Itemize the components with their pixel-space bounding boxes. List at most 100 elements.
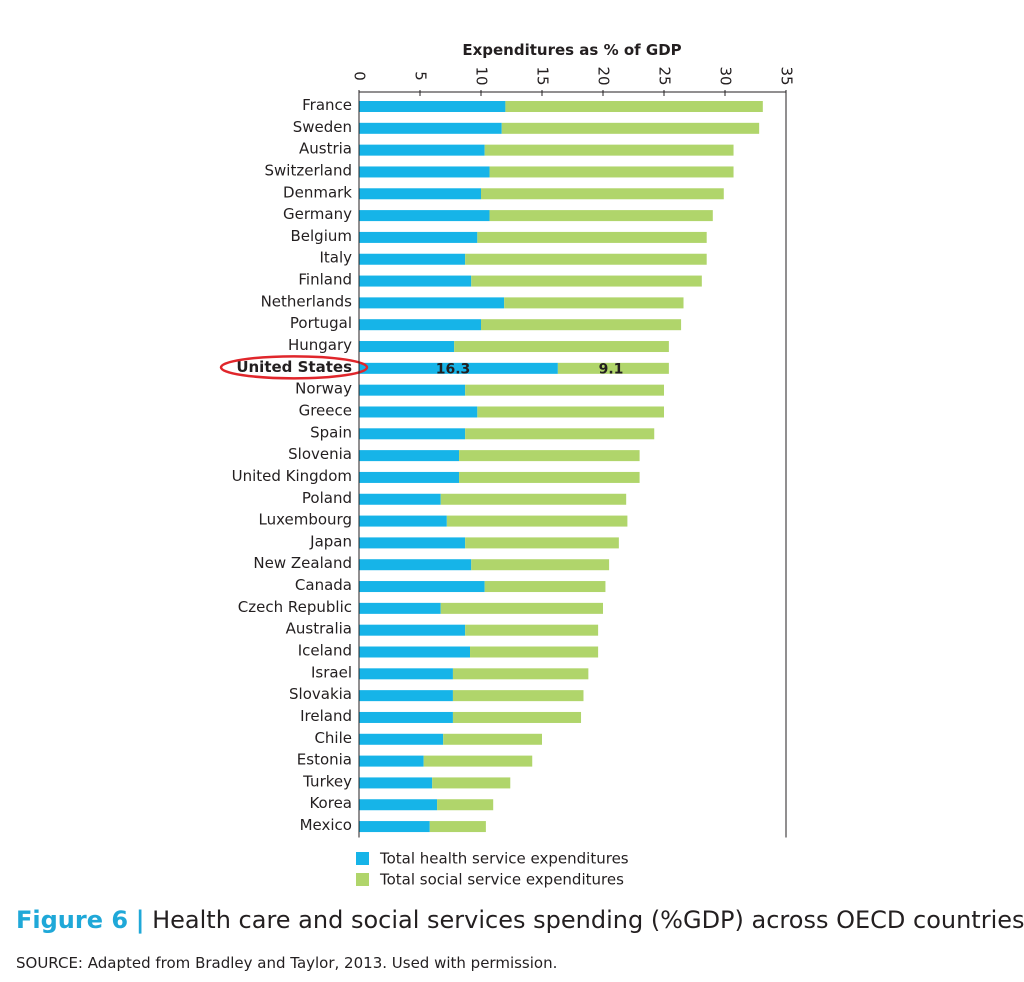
category-label-new-zealand: New Zealand bbox=[253, 554, 352, 572]
bar-health-ireland bbox=[359, 711, 453, 723]
bar-health-slovenia bbox=[359, 450, 460, 462]
category-label-iceland: Iceland bbox=[298, 642, 352, 660]
category-label-hungary: Hungary bbox=[288, 336, 352, 354]
bar-social-hungary bbox=[454, 341, 669, 353]
category-label-slovakia: Slovakia bbox=[289, 685, 352, 703]
bar-health-hungary bbox=[359, 341, 455, 353]
category-label-italy: Italy bbox=[319, 249, 352, 267]
category-label-finland: Finland bbox=[298, 271, 352, 289]
bar-social-italy bbox=[465, 253, 707, 265]
bar-health-spain bbox=[359, 428, 466, 440]
category-label-poland: Poland bbox=[302, 489, 352, 507]
legend-label-health: Total health service expenditures bbox=[379, 850, 629, 868]
bar-health-estonia bbox=[359, 755, 424, 767]
bar-social-korea bbox=[437, 799, 494, 811]
bar-social-japan bbox=[465, 537, 619, 549]
x-tick-label-25: 25 bbox=[656, 66, 674, 85]
bar-health-united-states bbox=[359, 362, 558, 374]
bar-health-austria bbox=[359, 144, 485, 156]
bar-health-netherlands bbox=[359, 297, 505, 309]
bar-health-luxembourg bbox=[359, 515, 447, 527]
bar-health-chile bbox=[359, 733, 444, 745]
legend-swatch-health bbox=[356, 852, 369, 865]
bar-social-chile bbox=[443, 733, 542, 745]
category-label-united-kingdom: United Kingdom bbox=[232, 467, 352, 485]
bar-social-greece bbox=[477, 406, 664, 418]
category-label-belgium: Belgium bbox=[291, 227, 353, 245]
bar-health-japan bbox=[359, 537, 466, 549]
category-label-israel: Israel bbox=[311, 663, 352, 681]
category-label-greece: Greece bbox=[299, 401, 352, 419]
category-label-spain: Spain bbox=[310, 423, 352, 441]
bar-health-denmark bbox=[359, 188, 481, 200]
category-label-sweden: Sweden bbox=[293, 118, 352, 136]
bar-health-korea bbox=[359, 799, 438, 811]
category-label-norway: Norway bbox=[295, 380, 352, 398]
category-label-korea: Korea bbox=[309, 794, 352, 812]
bar-health-turkey bbox=[359, 777, 433, 789]
bar-health-israel bbox=[359, 668, 453, 680]
category-label-austria: Austria bbox=[299, 140, 352, 158]
figure-number: Figure 6 bbox=[16, 906, 129, 934]
bar-social-slovenia bbox=[459, 450, 640, 462]
x-tick-label-10: 10 bbox=[473, 66, 491, 85]
bar-social-france bbox=[505, 101, 763, 112]
category-label-japan: Japan bbox=[309, 532, 352, 550]
bar-social-finland bbox=[471, 275, 702, 287]
bar-social-switzerland bbox=[489, 166, 734, 178]
bar-health-canada bbox=[359, 581, 485, 593]
legend-swatch-social bbox=[356, 873, 369, 886]
category-label-czech-republic: Czech Republic bbox=[238, 598, 352, 616]
bar-health-iceland bbox=[359, 646, 471, 658]
x-tick-label-0: 0 bbox=[351, 71, 369, 81]
bar-social-germany bbox=[489, 210, 713, 222]
bar-social-ireland bbox=[452, 711, 582, 723]
category-label-germany: Germany bbox=[283, 205, 352, 223]
category-label-united-states: United States bbox=[236, 358, 352, 376]
figure-caption-text: Health care and social services spending… bbox=[152, 906, 1024, 934]
bar-social-mexico bbox=[429, 821, 486, 833]
category-label-australia: Australia bbox=[286, 620, 352, 638]
bar-social-united-states bbox=[557, 362, 669, 374]
bar-health-mexico bbox=[359, 821, 430, 833]
data-label-health-united-states: 16.3 bbox=[436, 361, 471, 377]
category-label-netherlands: Netherlands bbox=[261, 292, 353, 310]
bar-social-denmark bbox=[481, 188, 724, 200]
bar-social-netherlands bbox=[504, 297, 684, 309]
bar-social-poland bbox=[440, 493, 627, 505]
bar-social-israel bbox=[452, 668, 589, 680]
bar-health-sweden bbox=[359, 122, 502, 134]
figure-separator: | bbox=[135, 906, 145, 934]
legend-label-social: Total social service expenditures bbox=[379, 871, 624, 889]
category-label-france: France bbox=[302, 96, 352, 114]
bar-health-greece bbox=[359, 406, 478, 418]
bar-social-turkey bbox=[432, 777, 511, 789]
category-label-switzerland: Switzerland bbox=[265, 161, 353, 179]
x-tick-label-30: 30 bbox=[717, 66, 735, 85]
bar-health-finland bbox=[359, 275, 472, 287]
bar-social-portugal bbox=[481, 319, 682, 331]
bar-health-czech-republic bbox=[359, 602, 441, 614]
bar-health-germany bbox=[359, 210, 490, 222]
x-tick-label-20: 20 bbox=[595, 66, 613, 85]
highlight-ellipse bbox=[219, 355, 369, 380]
x-axis-title: Expenditures as % of GDP bbox=[462, 41, 681, 59]
category-label-mexico: Mexico bbox=[300, 816, 352, 834]
bar-social-spain bbox=[465, 428, 655, 440]
x-tick-label-5: 5 bbox=[412, 71, 430, 81]
bar-health-united-kingdom bbox=[359, 471, 460, 483]
category-label-estonia: Estonia bbox=[297, 751, 352, 769]
category-label-chile: Chile bbox=[314, 729, 352, 747]
category-label-turkey: Turkey bbox=[302, 772, 352, 790]
category-label-ireland: Ireland bbox=[300, 707, 352, 725]
bar-health-norway bbox=[359, 384, 466, 396]
bar-health-italy bbox=[359, 253, 466, 265]
bar-health-australia bbox=[359, 624, 466, 636]
bar-social-united-kingdom bbox=[459, 471, 640, 483]
figure-caption: Figure 6 | Health care and social servic… bbox=[16, 906, 1024, 934]
chart-area: Expenditures as % of GDP 0 5 10 15 20 25 30 35 Fr… bbox=[219, 41, 796, 889]
bar-health-france bbox=[359, 101, 506, 112]
category-label-slovenia: Slovenia bbox=[288, 445, 352, 463]
bar-social-belgium bbox=[477, 231, 707, 243]
x-tick-label-35: 35 bbox=[778, 66, 796, 85]
